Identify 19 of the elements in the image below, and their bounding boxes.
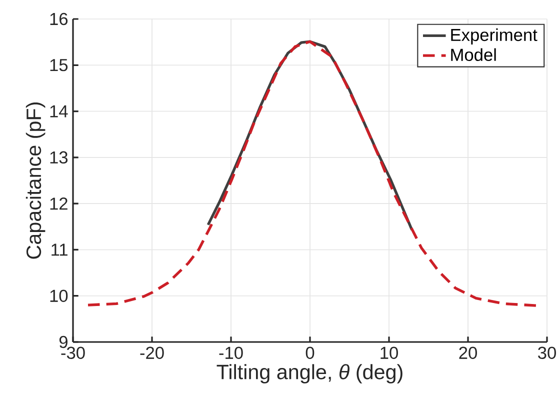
x-tick-label: 20	[459, 346, 477, 359]
y-tick-label: 15	[50, 59, 68, 72]
y-tick-label: 9	[59, 336, 68, 348]
legend-label: Experiment	[451, 28, 538, 45]
y-tick-label: 14	[50, 105, 68, 118]
x-axis-title: Tilting angle, θ (deg)	[216, 364, 402, 384]
x-tick-label: -20	[140, 346, 164, 359]
y-tick-label: 10	[50, 290, 68, 302]
y-tick-label: 16	[50, 12, 68, 26]
y-tick-label: 13	[50, 151, 68, 164]
y-tick-label: 11	[52, 244, 68, 256]
x-tick-label: -10	[219, 346, 243, 359]
x-tick-label: 10	[380, 346, 398, 359]
x-tick-label: 0	[306, 346, 314, 359]
x-tick-label: -30	[61, 346, 85, 359]
legend-label: Model	[451, 48, 496, 61]
y-axis-title: Capacitance (pF)	[26, 102, 46, 259]
x-tick-label: 30	[538, 346, 556, 359]
y-tick-label: 12	[50, 198, 68, 210]
